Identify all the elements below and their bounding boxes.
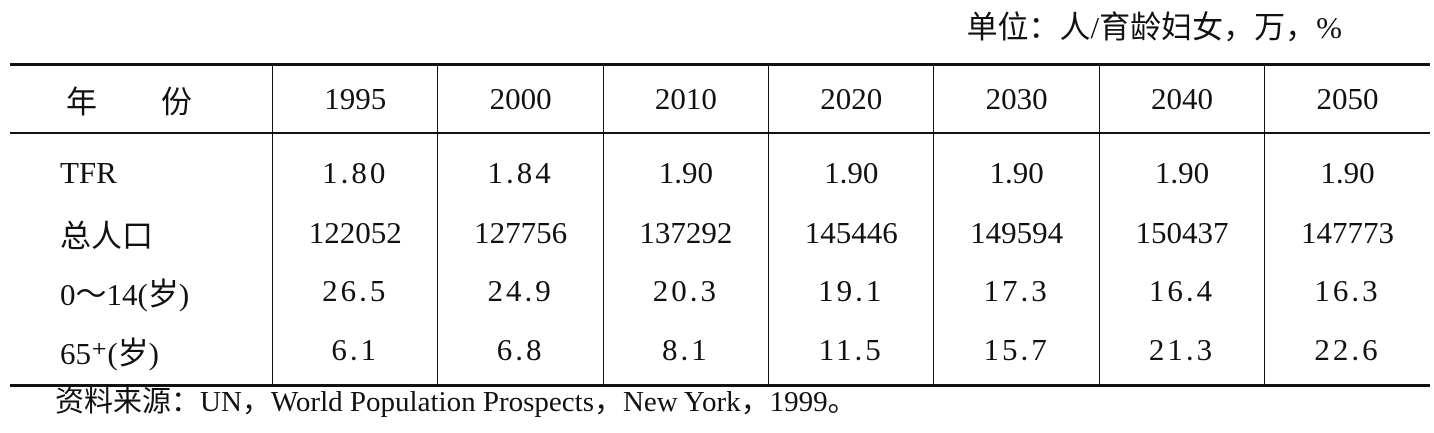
table-row-tfr: TFR 1.80 1.84 1.90 1.90 1.90 1.90 1.90 (10, 133, 1430, 204)
population-table: 年份 1995 2000 2010 2020 2030 2040 2050 TF… (10, 63, 1430, 387)
row-label: 0～14(岁) (60, 276, 190, 312)
table-cell: 147773 (1264, 204, 1430, 262)
column-header-year: 2010 (602, 64, 769, 133)
table-cell: 145446 (768, 204, 934, 262)
source-note: 资料来源：UN，World Population Prospects，New Y… (55, 386, 857, 418)
table-cell: 20.3 (602, 262, 769, 320)
table-cell: 137292 (602, 204, 769, 262)
table-header-row: 年份 1995 2000 2010 2020 2030 2040 2050 (10, 64, 1430, 133)
table-cell: 26.5 (272, 262, 438, 320)
table-cell: 15.7 (933, 320, 1100, 386)
column-header-year: 1995 (272, 64, 438, 133)
table-cell: 122052 (272, 204, 438, 262)
table-cell: 1.84 (437, 133, 604, 204)
table-cell: 149594 (933, 204, 1100, 262)
table-cell: 22.6 (1264, 320, 1430, 386)
table-row-age-0-14: 0～14(岁) 26.5 24.9 20.3 19.1 17.3 16.4 16… (10, 262, 1430, 320)
row-label: TFR (60, 155, 117, 190)
column-header-year: 2000 (437, 64, 604, 133)
table-cell: 1.90 (1098, 133, 1265, 204)
row-label: 65⁺(岁) (60, 335, 160, 371)
table-row-total-population: 总人口 122052 127756 137292 145446 149594 1… (10, 204, 1430, 262)
table-cell: 16.3 (1264, 262, 1430, 320)
table-cell: 6.8 (437, 320, 604, 386)
table-cell: 21.3 (1098, 320, 1265, 386)
table-cell: 11.5 (768, 320, 934, 386)
table-cell: 1.90 (768, 133, 934, 204)
table-cell: 150437 (1098, 204, 1265, 262)
unit-note: 单位：人/育龄妇女，万，% (966, 10, 1342, 45)
table-row-age-65-plus: 65⁺(岁) 6.1 6.8 8.1 11.5 15.7 21.3 22.6 (10, 320, 1430, 386)
column-header-year: 2050 (1264, 64, 1430, 133)
table-cell: 16.4 (1098, 262, 1265, 320)
table-cell: 19.1 (768, 262, 934, 320)
table-cell: 1.90 (933, 133, 1100, 204)
table-cell: 24.9 (437, 262, 604, 320)
table-cell: 17.3 (933, 262, 1100, 320)
column-header-year: 2030 (933, 64, 1100, 133)
table-cell: 6.1 (272, 320, 438, 386)
column-header-year-label: 年份 (66, 84, 257, 120)
table-cell: 8.1 (602, 320, 769, 386)
column-header-year: 2040 (1098, 64, 1265, 133)
table-cell: 1.90 (1264, 133, 1430, 204)
row-label: 总人口 (60, 218, 153, 254)
column-header-year: 2020 (768, 64, 934, 133)
table-cell: 1.80 (272, 133, 438, 204)
table-cell: 127756 (437, 204, 604, 262)
table-cell: 1.90 (602, 133, 769, 204)
